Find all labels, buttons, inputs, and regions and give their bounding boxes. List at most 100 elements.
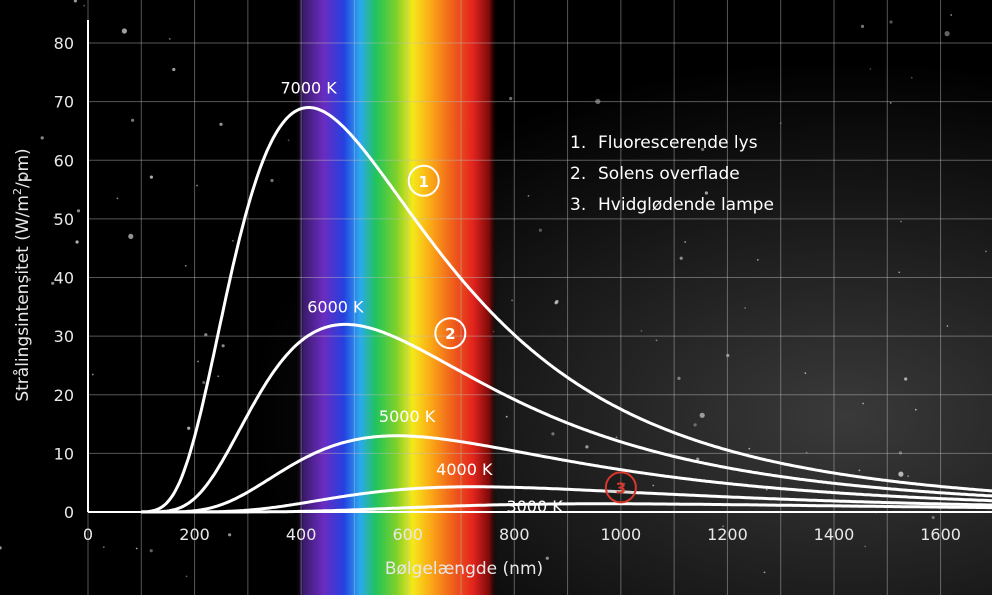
star (128, 233, 134, 239)
x-tick-label: 400 (286, 525, 317, 544)
star (931, 515, 935, 520)
star (744, 307, 746, 309)
y-axis-title-suffix: /pm) (13, 148, 33, 188)
star (202, 380, 206, 385)
star (804, 372, 807, 375)
curves (141, 106, 992, 514)
star (889, 20, 893, 24)
curve-4000k (141, 485, 992, 514)
star (907, 475, 910, 477)
y-tick-label: 10 (54, 444, 74, 463)
star (910, 76, 913, 79)
star (131, 118, 135, 122)
curve-3000k (141, 502, 992, 514)
star (187, 426, 191, 430)
star (51, 281, 55, 285)
legend-num-1: 1. (570, 133, 586, 153)
star (53, 216, 56, 219)
y-tick-label: 40 (54, 269, 74, 288)
legend: 1. Fluorescerende lys 2. Solens overflad… (570, 133, 774, 215)
curve-7000k (141, 106, 992, 514)
star (83, 4, 86, 7)
star (184, 264, 187, 267)
star (595, 98, 601, 105)
star (864, 545, 867, 548)
star (40, 136, 44, 140)
star (270, 178, 274, 183)
star (914, 408, 917, 411)
curve-label-6000k: 6000 K (307, 297, 364, 316)
star (726, 353, 730, 358)
star (748, 447, 751, 450)
star (135, 547, 138, 550)
star (985, 250, 987, 253)
star (869, 68, 872, 70)
star (228, 533, 232, 537)
curve-label-3000k: 3000 K (506, 497, 563, 516)
star (102, 546, 105, 548)
star (73, 0, 77, 3)
curve-label-5000k: 5000 K (379, 407, 436, 426)
star (91, 373, 94, 376)
star (545, 556, 549, 560)
x-tick-label: 1000 (600, 525, 641, 544)
star (172, 67, 176, 72)
star (696, 457, 700, 461)
star (679, 256, 683, 260)
star (704, 191, 709, 195)
star (655, 339, 658, 342)
star (75, 240, 79, 244)
star (765, 488, 768, 491)
x-tick-label: 200 (179, 525, 210, 544)
y-axis-title-sup: 2 (11, 188, 24, 195)
star (860, 24, 865, 28)
star (527, 195, 530, 197)
star (862, 402, 864, 405)
curve-label-7000k: 7000 K (280, 78, 337, 97)
x-tick-label: 0 (83, 525, 93, 544)
y-axis-title-prefix: Strålingsintensitet (W/m (12, 195, 33, 402)
star (555, 299, 559, 304)
star (805, 451, 808, 454)
legend-item-3: Hvidglødende lampe (598, 195, 774, 215)
star (900, 220, 902, 223)
star (76, 209, 81, 213)
star (699, 412, 705, 418)
star (946, 325, 949, 327)
star (116, 197, 119, 200)
star (168, 38, 171, 40)
legend-num-3: 3. (570, 195, 586, 215)
star (511, 299, 513, 302)
star (898, 271, 901, 274)
star (950, 14, 953, 16)
star (505, 415, 508, 418)
star (898, 451, 903, 455)
star (615, 436, 618, 439)
legend-num-2: 2. (570, 164, 586, 184)
y-axis-title: Strålingsintensitet (W/m2/pm) (11, 148, 33, 401)
star (693, 423, 697, 427)
x-tick-label: 1600 (920, 525, 961, 544)
star (858, 469, 861, 472)
star (551, 432, 555, 436)
star (232, 240, 234, 242)
y-tick-label: 50 (54, 210, 74, 229)
star (287, 139, 290, 142)
markers: 1 2 3 (407, 164, 637, 504)
marker-circle-2 (434, 317, 467, 350)
curve-label-4000k: 4000 K (436, 460, 493, 479)
star (889, 102, 892, 104)
star (149, 549, 153, 553)
star (538, 228, 543, 232)
axes: 0 200 400 600 800 1000 1200 1400 1600 0 10 20 30 40 50… (54, 20, 992, 544)
x-tick-label: 800 (499, 525, 530, 544)
star (204, 333, 208, 337)
y-tick-label: 80 (54, 34, 74, 53)
legend-item-1: Fluorescerende lys (598, 133, 758, 153)
star (219, 122, 223, 126)
star (640, 330, 643, 332)
y-tick-label: 0 (64, 503, 74, 522)
x-tick-label: 1400 (814, 525, 855, 544)
star (756, 259, 759, 261)
